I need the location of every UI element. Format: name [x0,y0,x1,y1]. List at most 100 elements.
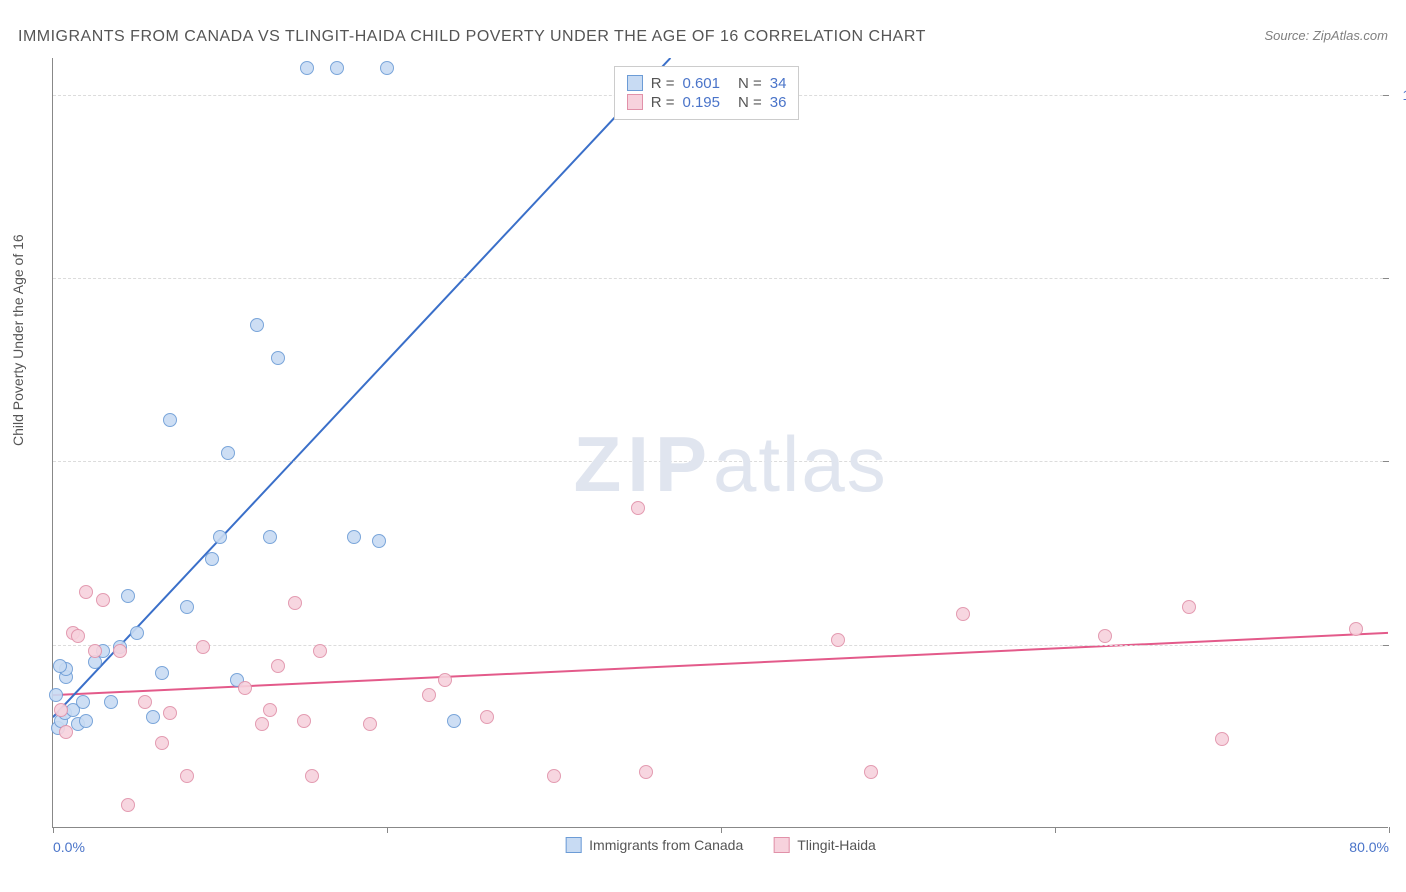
scatter-point [263,530,277,544]
watermark: ZIPatlas [574,419,888,510]
scatter-point [238,681,252,695]
scatter-point [59,725,73,739]
scatter-point [155,736,169,750]
scatter-point [71,629,85,643]
scatter-point [480,710,494,724]
x-tick [1055,827,1056,833]
legend-r-value: 0.601 [682,75,720,92]
scatter-point [96,593,110,607]
scatter-point [438,673,452,687]
scatter-point [49,688,63,702]
y-tick [1383,278,1389,279]
legend-n-label: N = [738,94,762,111]
scatter-point [422,688,436,702]
x-tick-label: 0.0% [53,839,85,855]
scatter-point [221,446,235,460]
scatter-point [372,534,386,548]
x-tick-label: 80.0% [1349,839,1389,855]
y-tick [1383,461,1389,462]
series-legend: Immigrants from Canada Tlingit-Haida [565,837,876,853]
scatter-point [53,659,67,673]
legend-n-value: 36 [770,94,787,111]
scatter-point [1215,732,1229,746]
source-prefix: Source: [1264,28,1312,43]
legend-swatch [627,75,643,91]
gridline [53,645,1388,646]
scatter-point [1182,600,1196,614]
scatter-point [104,695,118,709]
gridline [53,461,1388,462]
scatter-point [363,717,377,731]
scatter-point [163,706,177,720]
scatter-point [639,765,653,779]
scatter-point [305,769,319,783]
scatter-point [163,413,177,427]
gridline [53,278,1388,279]
x-tick [1389,827,1390,833]
legend-n-value: 34 [770,75,787,92]
series-name: Immigrants from Canada [589,837,743,853]
scatter-point [196,640,210,654]
correlation-legend-row: R = 0.195 N = 36 [627,94,787,111]
scatter-point [864,765,878,779]
legend-r-label: R = [651,94,675,111]
source-attribution: Source: ZipAtlas.com [1264,28,1388,43]
scatter-point [288,596,302,610]
scatter-point [138,695,152,709]
series-name: Tlingit-Haida [797,837,876,853]
scatter-point [380,61,394,75]
scatter-point [1349,622,1363,636]
scatter-point [1098,629,1112,643]
y-tick [1383,645,1389,646]
scatter-point [180,769,194,783]
y-axis-label: Child Poverty Under the Age of 16 [10,234,26,446]
source-name: ZipAtlas.com [1313,28,1388,43]
scatter-point [76,695,90,709]
x-tick [387,827,388,833]
scatter-point [831,633,845,647]
scatter-point [271,351,285,365]
correlation-legend-row: R = 0.601 N = 34 [627,75,787,92]
trend-line [53,633,1388,695]
scatter-point [631,501,645,515]
scatter-point [447,714,461,728]
scatter-point [180,600,194,614]
legend-swatch [565,837,581,853]
legend-swatch [773,837,789,853]
scatter-point [330,61,344,75]
scatter-point [205,552,219,566]
x-tick [721,827,722,833]
scatter-point [263,703,277,717]
chart-title: IMMIGRANTS FROM CANADA VS TLINGIT-HAIDA … [18,28,926,46]
y-tick-label: 100.0% [1403,87,1406,103]
scatter-point [113,644,127,658]
scatter-point [300,61,314,75]
correlation-legend: R = 0.601 N = 34 R = 0.195 N = 36 [614,66,800,120]
plot-area: 25.0%50.0%75.0%100.0%0.0%80.0%ZIPatlas R… [52,58,1388,828]
trend-lines-layer [53,58,1388,827]
scatter-point [297,714,311,728]
trend-line [53,58,670,717]
scatter-point [121,798,135,812]
scatter-point [121,589,135,603]
scatter-point [79,585,93,599]
legend-r-label: R = [651,75,675,92]
legend-r-value: 0.195 [682,94,720,111]
scatter-point [213,530,227,544]
legend-swatch [627,94,643,110]
scatter-point [250,318,264,332]
scatter-point [547,769,561,783]
scatter-point [54,703,68,717]
scatter-point [130,626,144,640]
scatter-point [347,530,361,544]
scatter-point [956,607,970,621]
series-legend-item: Immigrants from Canada [565,837,743,853]
scatter-point [88,644,102,658]
legend-n-label: N = [738,75,762,92]
y-tick [1383,95,1389,96]
x-tick [53,827,54,833]
scatter-point [79,714,93,728]
scatter-point [255,717,269,731]
scatter-point [155,666,169,680]
series-legend-item: Tlingit-Haida [773,837,876,853]
